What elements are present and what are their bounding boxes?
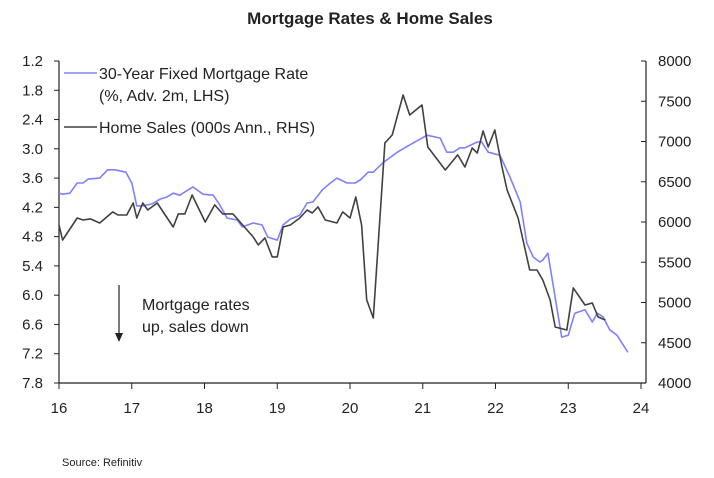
series-lines: [58, 94, 629, 353]
right-tick-label: 7000: [658, 134, 691, 151]
x-tick-label: 18: [196, 400, 213, 417]
arrow-head: [115, 333, 123, 342]
right-tick-label: 7500: [658, 93, 691, 110]
axes: 1.2 1.8 2.4 3.0 3.6 4.2 4.8 5.4 6.0 6.6 7.2 7.8 8000…: [22, 53, 691, 417]
x-tick-label: 22: [487, 400, 504, 417]
left-tick-label: 6.0: [22, 287, 43, 304]
legend-label-mortgage-rate-line2: (%, Adv. 2m, LHS): [99, 88, 229, 105]
chart-title: Mortgage Rates & Home Sales: [247, 9, 493, 28]
left-tick-label: 7.8: [22, 375, 43, 392]
right-tick-label: 4500: [658, 335, 691, 352]
right-tick-label: 6000: [658, 214, 691, 231]
right-tick-label: 6500: [658, 174, 691, 191]
right-tick-label: 8000: [658, 53, 691, 70]
x-tick-label: 23: [560, 400, 577, 417]
right-tick-label: 4000: [658, 375, 691, 392]
left-tick-label: 4.8: [22, 229, 43, 246]
source-note: Source: Refinitiv: [62, 457, 143, 469]
legend-label-mortgage-rate: 30-Year Fixed Mortgage Rate: [99, 66, 308, 83]
left-tick-label: 2.4: [22, 112, 43, 129]
left-tick-label: 3.0: [22, 141, 43, 158]
left-tick-label: 6.6: [22, 316, 43, 333]
annotation: Mortgage rates up, sales down: [115, 285, 250, 342]
home-sales-line: [58, 94, 606, 331]
annotation-line-2: up, sales down: [142, 319, 249, 336]
left-tick-label: 3.6: [22, 170, 43, 187]
x-tick-label: 16: [51, 400, 68, 417]
left-tick-label: 1.2: [22, 53, 43, 70]
left-tick-label: 1.8: [22, 82, 43, 99]
left-tick-label: 4.2: [22, 199, 43, 216]
x-tick-label: 19: [269, 400, 286, 417]
left-tick-label: 7.2: [22, 346, 43, 363]
x-tick-label: 21: [414, 400, 431, 417]
legend-label-home-sales: Home Sales (000s Ann., RHS): [99, 120, 315, 137]
legend: 30-Year Fixed Mortgage Rate (%, Adv. 2m,…: [64, 66, 315, 137]
left-tick-label: 5.4: [22, 258, 43, 275]
x-tick-label: 20: [342, 400, 359, 417]
annotation-line-1: Mortgage rates: [142, 297, 250, 314]
x-tick-label: 17: [123, 400, 140, 417]
right-tick-label: 5500: [658, 254, 691, 271]
right-tick-label: 5000: [658, 295, 691, 312]
x-tick-label: 24: [633, 400, 650, 417]
